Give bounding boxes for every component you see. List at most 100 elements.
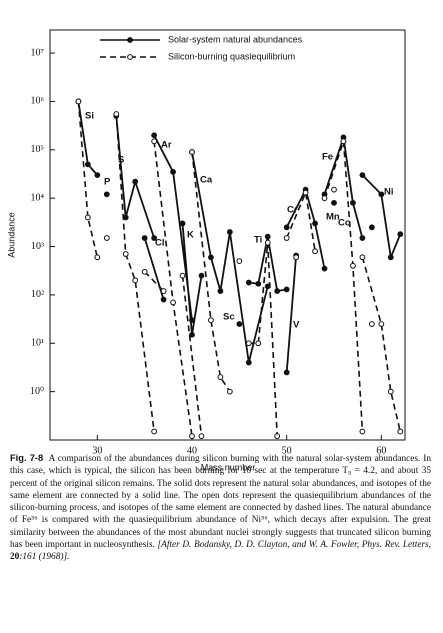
- y-axis-label: Abundance: [6, 212, 16, 258]
- legend-marker: [127, 37, 133, 43]
- data-point: [217, 374, 224, 380]
- x-tick-label: 60: [376, 445, 386, 456]
- element-label: Cl: [155, 238, 165, 249]
- data-point: [170, 168, 176, 175]
- y-tick-label: 10⁵: [31, 144, 45, 155]
- data-point: [350, 199, 356, 206]
- element-label: Ar: [161, 140, 172, 151]
- data-point: [132, 178, 139, 185]
- data-point: [359, 428, 366, 435]
- element-label: V: [293, 320, 300, 331]
- data-point: [302, 189, 309, 196]
- data-point: [94, 172, 101, 178]
- data-point: [151, 132, 158, 139]
- y-tick-label: 10⁷: [31, 47, 45, 58]
- element-label: K: [187, 230, 194, 241]
- data-point: [397, 231, 404, 238]
- data-point: [359, 254, 366, 261]
- data-point: [160, 296, 167, 303]
- data-point: [84, 214, 91, 221]
- element-label: S: [118, 155, 124, 166]
- caption-citation-end: :161 (1968)].: [19, 552, 70, 563]
- data-point: [160, 288, 167, 294]
- data-point: [245, 340, 252, 347]
- series-line: [77, 101, 402, 437]
- data-point: [226, 229, 233, 235]
- data-point: [141, 268, 148, 275]
- data-point: [387, 254, 394, 261]
- data-point: [368, 224, 375, 231]
- data-point: [245, 359, 252, 366]
- element-label: Si: [85, 111, 94, 122]
- data-point: [331, 186, 337, 193]
- data-point: [368, 321, 375, 327]
- data-point: [331, 199, 337, 206]
- data-point: [151, 428, 158, 435]
- data-point: [321, 265, 328, 272]
- data-point: [208, 317, 214, 324]
- y-tick-label: 10¹: [31, 338, 44, 349]
- data-point: [283, 286, 290, 293]
- data-point: [84, 161, 91, 168]
- y-tick-label: 10²: [31, 289, 44, 300]
- data-point: [387, 388, 394, 395]
- data-point: [312, 248, 318, 255]
- data-point: [264, 239, 271, 246]
- data-point: [122, 251, 129, 257]
- data-point: [179, 272, 186, 279]
- data-point: [189, 331, 195, 338]
- data-point: [226, 388, 233, 395]
- element-label: Sc: [223, 312, 235, 323]
- data-point: [274, 288, 281, 294]
- data-point: [179, 220, 186, 227]
- data-point: [350, 262, 356, 269]
- data-point: [103, 191, 110, 198]
- data-point: [312, 220, 318, 227]
- x-tick-label: 40: [187, 445, 197, 456]
- data-point: [359, 172, 366, 178]
- data-point: [340, 138, 347, 145]
- y-tick-label: 10⁰: [30, 386, 44, 397]
- data-point: [378, 191, 385, 198]
- data-point: [283, 235, 290, 241]
- legend-label: Silicon-burning quasiequilibrium: [168, 51, 295, 61]
- x-axis-label: Mass number: [201, 462, 256, 472]
- caption: Fig. 7-8 A comparison of the abundances …: [10, 452, 431, 564]
- data-point: [141, 235, 148, 241]
- data-point: [113, 111, 120, 117]
- caption-label: Fig. 7-8: [10, 453, 44, 463]
- data-point: [245, 279, 252, 286]
- data-point: [359, 235, 366, 241]
- data-point: [264, 233, 271, 240]
- data-point: [103, 235, 110, 241]
- data-point: [283, 369, 290, 376]
- element-label: Ca: [200, 175, 213, 186]
- data-point: [151, 235, 158, 241]
- data-point: [198, 433, 205, 440]
- data-point: [189, 317, 195, 324]
- data-point: [170, 299, 176, 306]
- data-point: [255, 340, 262, 347]
- element-label: P: [104, 177, 111, 188]
- element-label: Fe: [322, 152, 333, 163]
- caption-volume: 20: [10, 552, 20, 563]
- data-point: [283, 224, 290, 231]
- plot-frame: [49, 29, 406, 441]
- data-point: [208, 254, 214, 261]
- data-point: [132, 277, 139, 284]
- element-label: Ni: [384, 187, 394, 198]
- y-tick-label: 10⁴: [31, 192, 45, 203]
- legend-label: Solar-system natural abundances: [168, 34, 303, 44]
- data-point: [236, 258, 243, 264]
- data-point: [189, 149, 195, 155]
- data-point: [293, 254, 300, 261]
- data-point: [274, 433, 281, 440]
- data-point: [198, 272, 205, 279]
- data-point: [255, 280, 262, 287]
- data-point: [378, 321, 385, 327]
- data-point: [217, 288, 224, 294]
- data-point: [75, 98, 82, 105]
- data-point: [189, 433, 195, 440]
- legend-marker: [127, 54, 133, 60]
- y-tick-label: 10³: [31, 241, 44, 252]
